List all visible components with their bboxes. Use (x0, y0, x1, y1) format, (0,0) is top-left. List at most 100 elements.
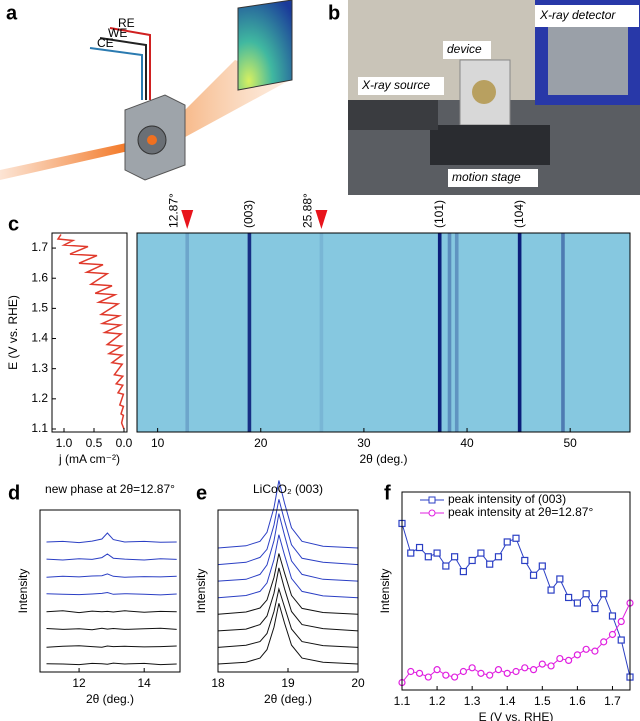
x-tick-label: 20 (254, 436, 268, 450)
spectrum (46, 553, 177, 561)
x-axis-label: 2θ (deg.) (264, 692, 312, 706)
spectrum (217, 534, 359, 599)
spectrum (46, 645, 177, 648)
x-tick-label: 1.6 (569, 694, 586, 708)
marker (477, 549, 485, 557)
annotation: (104) (512, 200, 526, 228)
peak-stripe (319, 233, 324, 432)
marker (442, 562, 450, 570)
peak-stripe (247, 233, 252, 432)
line (56, 234, 125, 430)
axes-frame (51, 232, 128, 433)
x-axis-label: E (V vs. RHE) (479, 710, 554, 721)
x-axis-label: 2θ (deg.) (86, 692, 134, 706)
chart-title: new phase at 2θ=12.87° (45, 482, 175, 496)
x-tick-label: 1.5 (534, 694, 551, 708)
x-tick-label: 40 (460, 436, 474, 450)
marker (503, 538, 511, 546)
source (348, 100, 438, 130)
x-axis-label: 2θ (deg.) (359, 452, 407, 466)
marker (424, 553, 432, 561)
marker (591, 647, 599, 655)
marker (442, 671, 450, 679)
marker (591, 604, 599, 613)
y-tick-label: 1.1 (31, 421, 48, 435)
x-tick-label: 1.7 (604, 694, 621, 708)
marker (608, 630, 617, 639)
x-tick-label: 18 (211, 676, 225, 690)
axes-frame (136, 232, 631, 433)
marker (582, 590, 590, 598)
marker (459, 667, 467, 676)
arrow (181, 210, 194, 229)
marker (459, 567, 467, 576)
photo-label: X-ray detector (539, 8, 616, 22)
marker (556, 654, 564, 663)
marker (573, 651, 581, 659)
marker (547, 586, 555, 594)
panel-label: a (6, 2, 18, 24)
detector (237, 0, 293, 91)
label-box (443, 41, 491, 59)
photo-label: motion stage (452, 170, 521, 184)
x-tick-label: 1.2 (429, 694, 446, 708)
panel-label: b (328, 2, 340, 24)
photo-label: device (447, 42, 482, 56)
axes-frame (401, 491, 631, 691)
y-axis-label: Intensity (194, 569, 208, 614)
peak-stripe (437, 233, 442, 432)
x-tick-label: 50 (564, 436, 578, 450)
wire (89, 47, 143, 100)
peak-stripe (561, 233, 565, 432)
marker (503, 669, 511, 677)
marker (486, 671, 494, 679)
marker (415, 669, 424, 677)
label-box (358, 77, 444, 95)
y-tick-label: 1.7 (31, 240, 48, 254)
plot (56, 234, 125, 430)
annotation: 12.87° (166, 193, 180, 228)
spectrum (217, 480, 359, 549)
axes-frame (39, 509, 181, 673)
marker (407, 549, 415, 557)
marker (433, 549, 441, 557)
marker (407, 667, 415, 676)
label-box (535, 5, 639, 27)
panel-label: c (8, 213, 19, 235)
y-tick-label: 1.3 (31, 361, 48, 375)
y-tick-label: 1.2 (31, 391, 48, 405)
marker (424, 673, 432, 681)
y-axis-label: Intensity (16, 569, 30, 614)
x-tick-label: 1.4 (499, 694, 516, 708)
wire-label: WE (108, 26, 127, 40)
marker (486, 560, 494, 568)
spectrum (217, 513, 359, 582)
spectrum (46, 662, 177, 666)
marker (538, 660, 546, 668)
spectrum (217, 553, 359, 615)
peak-stripe (447, 233, 452, 432)
stage (430, 125, 550, 165)
x-tick-label: 12 (72, 676, 86, 690)
marker (529, 666, 538, 674)
spectrum (46, 610, 177, 614)
plot (398, 519, 634, 687)
marker (468, 556, 476, 565)
marker (494, 553, 503, 561)
photo-label: X-ray source (361, 78, 430, 92)
beam-spot (147, 135, 157, 145)
x-ray-beam (0, 140, 142, 180)
x-tick-label: 0.0 (116, 436, 133, 450)
wire-label: CE (97, 36, 114, 50)
plot (46, 532, 177, 666)
y-axis-label: E (V vs. RHE) (6, 295, 20, 370)
marker (521, 556, 529, 565)
marker (415, 543, 424, 552)
peak-stripe (185, 233, 190, 432)
marker (538, 562, 546, 570)
x-tick-label: 0.5 (86, 436, 103, 450)
annotation: (003) (242, 200, 256, 228)
marker (573, 599, 581, 607)
y-tick-label: 1.5 (31, 301, 48, 315)
